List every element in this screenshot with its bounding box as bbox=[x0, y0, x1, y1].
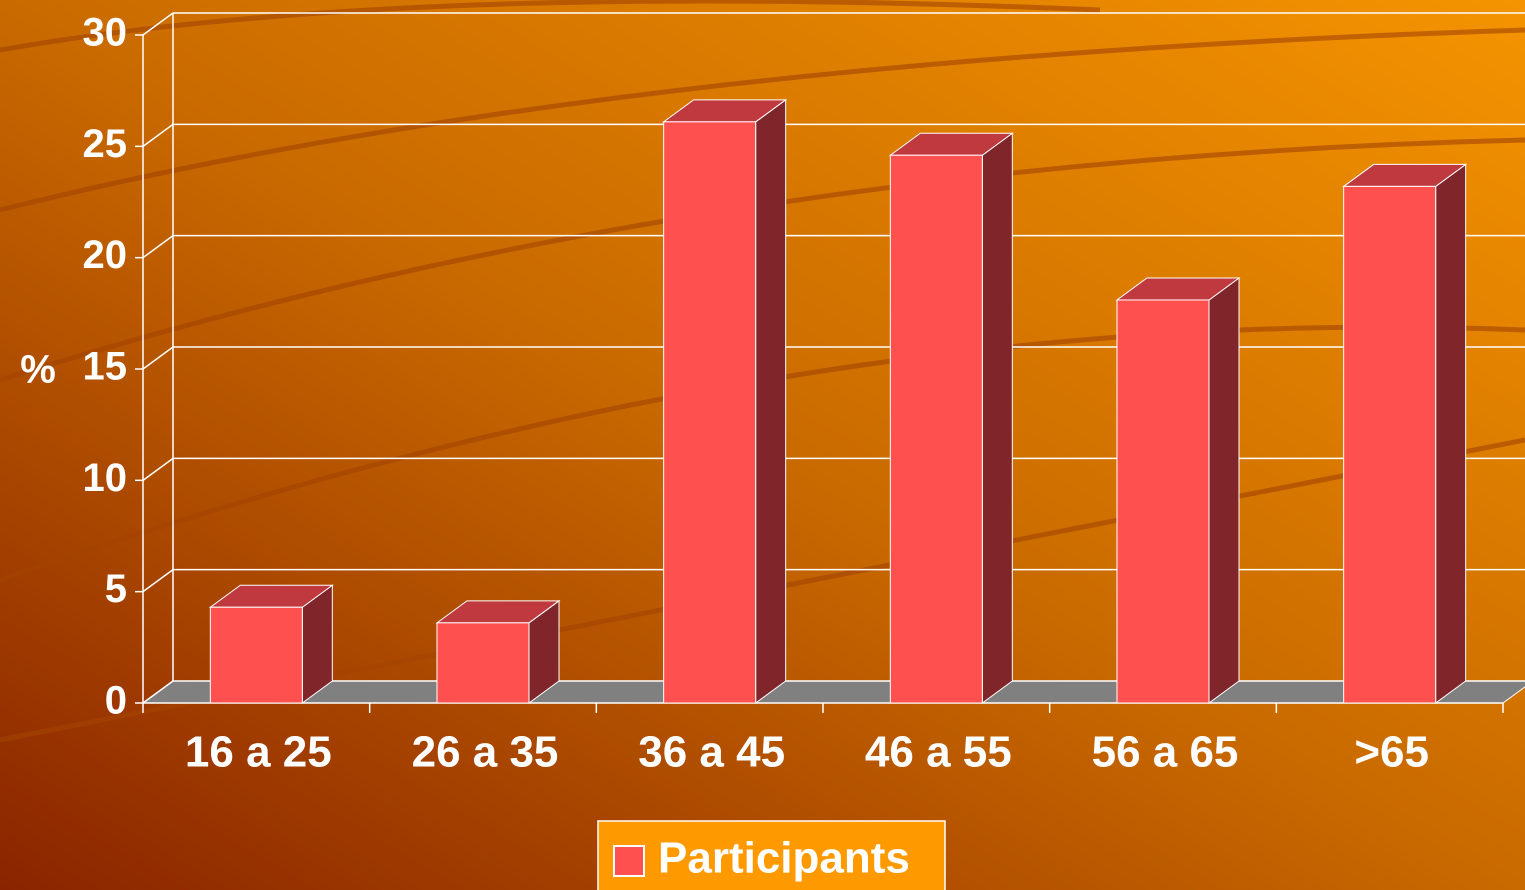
bar-front bbox=[1343, 185, 1437, 704]
y-tick-label: 15 bbox=[83, 345, 128, 389]
bar bbox=[888, 132, 1014, 704]
x-tick-label: >65 bbox=[1354, 728, 1429, 777]
y-tick-label: 20 bbox=[83, 233, 128, 277]
bar-side bbox=[1208, 276, 1240, 704]
grid-line bbox=[142, 346, 174, 370]
bar bbox=[1115, 276, 1241, 704]
x-tick-label: 56 a 65 bbox=[1092, 728, 1239, 777]
bar-front bbox=[663, 121, 757, 704]
bar-side bbox=[755, 98, 787, 704]
bar bbox=[435, 599, 561, 704]
bar-front bbox=[1116, 299, 1210, 704]
x-tick-label: 36 a 45 bbox=[638, 728, 785, 777]
floor bbox=[141, 680, 1525, 704]
bar-front bbox=[209, 606, 303, 704]
grid-line bbox=[142, 12, 174, 36]
grid-line bbox=[142, 123, 174, 147]
legend-swatch bbox=[613, 845, 645, 877]
bar bbox=[662, 98, 788, 704]
y-tick-label: 10 bbox=[83, 456, 128, 500]
bar-side bbox=[981, 132, 1013, 704]
y-tick-label: 0 bbox=[105, 679, 127, 723]
y-axis-label: % bbox=[20, 348, 56, 392]
x-tick-label: 46 a 55 bbox=[865, 728, 1012, 777]
y-tick-label: 25 bbox=[83, 122, 128, 166]
bar bbox=[1342, 163, 1468, 704]
bar-front bbox=[889, 154, 983, 704]
grid-line bbox=[142, 457, 174, 481]
grid-line bbox=[142, 680, 174, 704]
bar-front bbox=[436, 622, 530, 704]
grid-line bbox=[142, 235, 174, 259]
y-tick-label: 5 bbox=[105, 567, 127, 611]
legend-label: Participants bbox=[658, 834, 910, 883]
y-tick-label: 30 bbox=[83, 11, 128, 55]
x-tick-label: 16 a 25 bbox=[185, 728, 332, 777]
grid-line bbox=[142, 569, 174, 593]
x-tick-label: 26 a 35 bbox=[412, 728, 559, 777]
legend-box bbox=[597, 820, 946, 890]
bar bbox=[208, 584, 334, 704]
bar-side bbox=[1435, 163, 1467, 704]
